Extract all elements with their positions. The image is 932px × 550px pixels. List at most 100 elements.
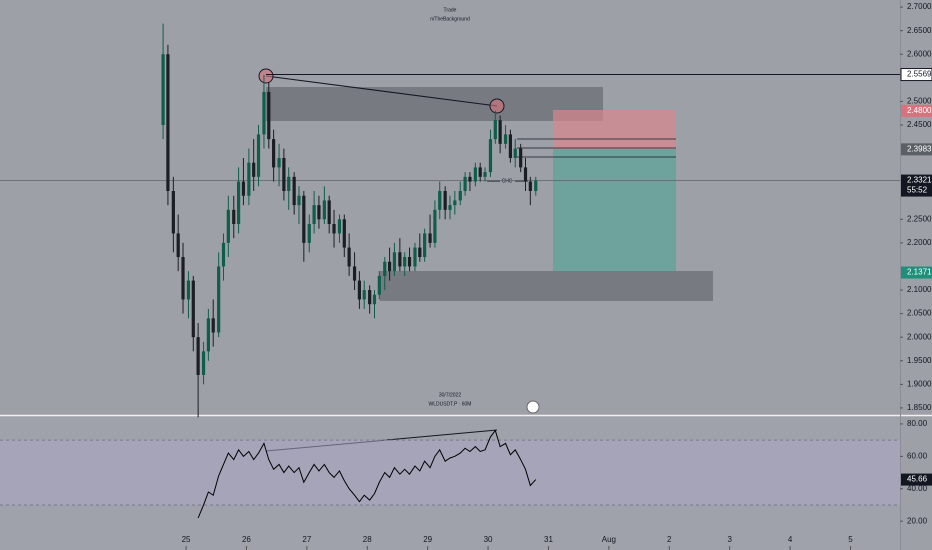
candle-body	[247, 162, 251, 196]
y-tick-label: 2.5000	[907, 97, 932, 106]
y-tick-label: 2.7000	[907, 2, 932, 11]
x-tick-label: 27	[302, 535, 311, 544]
candle-body	[186, 280, 191, 300]
candle-body	[287, 176, 291, 191]
price-label-box	[901, 266, 932, 279]
price-label: 2.5569	[907, 70, 932, 79]
candle-body	[267, 91, 271, 140]
candle-body	[448, 205, 452, 210]
candle-body	[282, 157, 286, 191]
y-tick-label: 1.8500	[907, 403, 932, 412]
candle-body	[372, 294, 377, 305]
x-tick-label: 25	[182, 535, 191, 544]
price-label-box	[901, 143, 932, 156]
candle-body	[483, 172, 487, 177]
annotation: 30/7/2022	[439, 392, 461, 398]
y-tick-label: 2.2500	[907, 214, 932, 223]
y-tick-label: 2.6500	[907, 26, 932, 35]
candle-body	[418, 247, 422, 258]
candle-body	[191, 280, 195, 338]
candle-body	[513, 148, 517, 158]
price-label-box	[901, 104, 932, 117]
price-label: 2.1371	[907, 268, 932, 277]
candle-body	[407, 257, 412, 267]
candle-body	[176, 233, 180, 258]
candle-body	[201, 351, 206, 375]
x-tick-label: 26	[242, 535, 251, 544]
price-label-box	[901, 174, 932, 197]
x-tick-label: 28	[363, 535, 372, 544]
y-tick-label: 60.00	[907, 451, 928, 460]
candle-body	[347, 247, 351, 267]
candle-body	[332, 224, 336, 234]
candle-body	[357, 280, 361, 300]
trend-line	[265, 75, 498, 107]
candle-body	[458, 190, 462, 201]
rsi-band	[0, 440, 900, 505]
candle-body	[221, 242, 226, 267]
candle-body	[362, 290, 366, 300]
x-tick-label: Aug	[602, 535, 616, 544]
candle-body	[463, 176, 467, 191]
x-tick-label: 3	[727, 535, 732, 544]
candle-body	[423, 233, 427, 258]
candle-body	[398, 252, 402, 267]
candle-body	[327, 200, 331, 225]
candle-body	[493, 120, 497, 140]
candle-body	[433, 209, 437, 243]
candle-body	[297, 195, 301, 206]
y-tick-label: 2.0000	[907, 332, 932, 341]
marker	[489, 98, 505, 114]
rsi-label: 45.66	[907, 475, 928, 484]
price-label-box	[900, 68, 932, 82]
candle-body	[392, 252, 397, 272]
y-tick-label: 2.1000	[907, 285, 932, 294]
candle-body	[272, 139, 276, 168]
x-tick-label: 2	[667, 535, 672, 544]
candle-body	[292, 176, 296, 206]
x-tick-label: 30	[484, 535, 493, 544]
annotation: Trade	[444, 7, 457, 13]
target-zone	[553, 149, 676, 271]
countdown: 55:52	[907, 186, 928, 195]
y-tick-label: 1.9000	[907, 379, 932, 388]
marker	[258, 68, 274, 84]
candle-body	[488, 139, 493, 173]
price-label: 2.3321	[907, 176, 932, 185]
candle-body	[478, 167, 482, 177]
candle-body	[383, 261, 387, 276]
candle-body	[262, 91, 266, 135]
candle-body	[428, 233, 432, 243]
candle-body	[468, 176, 472, 182]
replay-icon[interactable]	[526, 400, 540, 414]
stop-zone	[553, 110, 676, 149]
candle-body	[342, 219, 346, 248]
candle-body	[508, 134, 513, 158]
candle-body	[196, 337, 200, 375]
candle-body	[252, 162, 256, 177]
candle-body	[181, 257, 185, 300]
candle-body	[211, 318, 215, 333]
candle-body	[523, 167, 528, 182]
candle-body	[236, 181, 241, 225]
x-tick-label: 4	[788, 535, 793, 544]
candle-body	[403, 257, 407, 267]
candle-body	[498, 120, 502, 144]
zone	[380, 271, 713, 301]
rsi-label-box	[901, 473, 932, 486]
candle-body	[473, 167, 477, 182]
y-tick-label: 20.00	[907, 516, 928, 525]
candle-body	[307, 224, 311, 243]
y-tick-label: 40.00	[907, 484, 928, 493]
y-tick-label: 2.0500	[907, 309, 932, 318]
candle-body	[206, 318, 210, 352]
candle-body	[368, 290, 372, 305]
x-tick-label: 31	[544, 535, 553, 544]
y-tick-label: 1.9500	[907, 356, 932, 365]
candle-body	[387, 261, 392, 272]
candle-body	[312, 205, 316, 225]
candle-body	[226, 209, 230, 243]
rsi-line	[197, 429, 537, 519]
y-tick-label: 2.6000	[907, 49, 932, 58]
